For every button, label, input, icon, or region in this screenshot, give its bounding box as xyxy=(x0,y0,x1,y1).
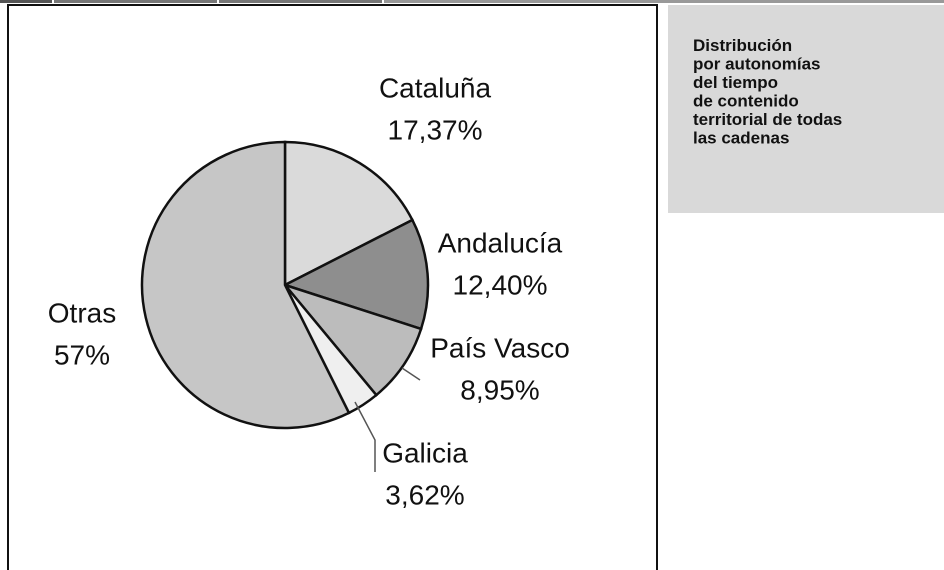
caption-line: Distribución xyxy=(693,36,792,55)
slice-label: Otras xyxy=(48,297,116,328)
top-bar xyxy=(384,0,944,3)
slice-label: Galicia xyxy=(382,437,468,468)
slice-label: Andalucía xyxy=(438,227,563,258)
caption-line: del tiempo xyxy=(693,73,778,92)
value-label: 12,40% xyxy=(453,269,548,300)
value-label: 17,37% xyxy=(388,114,483,145)
pie-slice xyxy=(140,140,351,430)
top-bar xyxy=(0,0,52,3)
caption-box xyxy=(668,5,944,213)
slice-label: País Vasco xyxy=(430,332,570,363)
pie-slice xyxy=(281,218,430,331)
pie-slice xyxy=(283,140,415,288)
leader-line xyxy=(354,401,376,472)
labels: Cataluña 17,37% Andalucía 12,40% País Vasco 8… xyxy=(48,72,570,510)
caption-line: territorial de todas xyxy=(693,110,842,129)
pie-slice xyxy=(281,282,423,397)
top-bar xyxy=(219,0,382,3)
caption-line: por autonomías xyxy=(693,55,821,74)
caption-line: de contenido xyxy=(693,92,799,111)
value-label: 3,62% xyxy=(385,479,464,510)
value-label: 57% xyxy=(54,339,110,370)
pie xyxy=(140,140,430,430)
leader-line xyxy=(401,367,421,381)
value-label: 8,95% xyxy=(460,374,539,405)
caption-line: las cadenas xyxy=(693,129,789,148)
slice-label: Cataluña xyxy=(379,72,492,103)
top-bar xyxy=(54,0,217,3)
